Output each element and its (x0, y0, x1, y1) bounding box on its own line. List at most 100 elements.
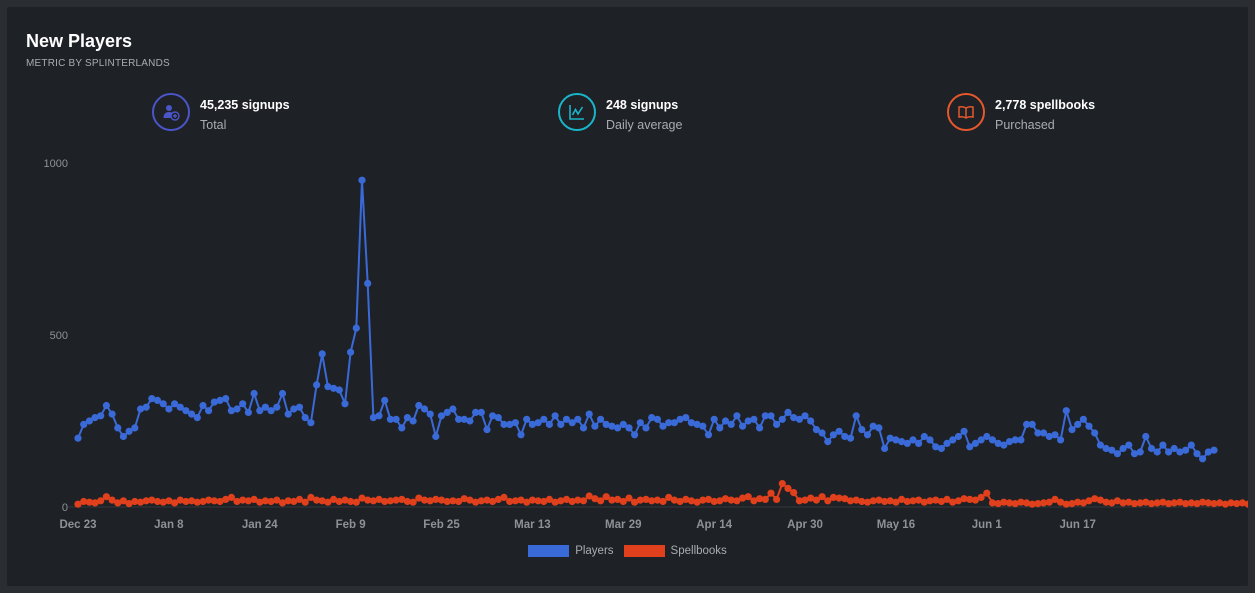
data-point-spellbooks (477, 497, 485, 505)
data-point-players (1079, 415, 1087, 423)
data-point-spellbooks (375, 495, 383, 503)
data-point-players (80, 420, 88, 428)
data-point-spellbooks (102, 493, 110, 501)
data-point-spellbooks (1125, 498, 1133, 506)
data-point-players (756, 424, 764, 432)
data-point-players (114, 424, 122, 432)
data-point-spellbooks (159, 498, 167, 506)
data-point-players (301, 414, 309, 422)
data-point-players (846, 434, 855, 442)
data-point-players (364, 279, 372, 287)
data-point-players (182, 407, 190, 415)
data-point-spellbooks (210, 497, 218, 505)
legend-item-players[interactable]: Players (528, 545, 614, 557)
data-point-players (1096, 441, 1104, 449)
data-point-spellbooks (1085, 497, 1093, 505)
x-tick-label: Mar 13 (514, 519, 550, 531)
data-point-spellbooks (1233, 500, 1241, 508)
data-point-players (483, 426, 491, 434)
data-point-spellbooks (171, 499, 179, 507)
data-point-spellbooks (540, 497, 548, 506)
data-point-spellbooks (313, 496, 321, 504)
data-point-spellbooks (841, 495, 849, 503)
data-point-players (699, 422, 707, 430)
data-point-spellbooks (85, 498, 93, 506)
data-point-spellbooks (250, 495, 258, 503)
data-point-spellbooks (364, 496, 372, 504)
data-point-spellbooks (273, 496, 281, 504)
data-point-spellbooks (472, 498, 480, 506)
stat-label: Daily average (606, 118, 683, 132)
data-point-players (1011, 436, 1019, 444)
data-point-spellbooks (386, 497, 394, 505)
y-tick-label: 1000 (44, 158, 68, 170)
chart-legend: Players Spellbooks (7, 545, 1248, 557)
data-point-spellbooks (932, 496, 940, 504)
data-point-players (886, 434, 894, 442)
data-point-spellbooks (244, 497, 252, 505)
data-point-spellbooks (653, 496, 662, 504)
data-point-spellbooks (1142, 498, 1150, 506)
data-point-players (449, 405, 457, 413)
data-point-spellbooks (687, 497, 696, 505)
data-point-spellbooks (256, 498, 264, 506)
data-point-players (142, 403, 150, 411)
data-point-spellbooks (591, 495, 599, 503)
data-point-spellbooks (971, 496, 980, 504)
data-point-players (704, 431, 713, 439)
data-point-players (199, 401, 207, 410)
data-point-players (608, 422, 616, 430)
data-point-players (466, 417, 474, 425)
data-point-spellbooks (858, 497, 866, 506)
data-point-spellbooks (784, 484, 792, 492)
data-point-spellbooks (381, 497, 389, 506)
data-point-spellbooks (358, 494, 366, 502)
data-point-players (489, 412, 497, 420)
data-point-players (1017, 436, 1025, 444)
data-point-players (710, 415, 718, 423)
data-point-players (960, 427, 968, 435)
x-tick-label: May 16 (877, 519, 915, 531)
data-point-players (716, 424, 724, 432)
data-point-spellbooks (597, 497, 605, 505)
data-point-spellbooks (1068, 500, 1076, 508)
data-point-players (1187, 441, 1195, 449)
data-point-players (739, 422, 747, 430)
data-point-spellbooks (1062, 500, 1070, 508)
data-point-spellbooks (398, 495, 406, 503)
data-point-players (506, 420, 514, 428)
data-point-spellbooks (966, 495, 974, 503)
legend-item-spellbooks[interactable]: Spellbooks (623, 545, 727, 557)
data-point-players (875, 424, 883, 432)
data-point-spellbooks (756, 495, 764, 503)
x-tick-label: Jan 24 (242, 519, 278, 531)
data-point-players (1045, 432, 1053, 441)
data-point-spellbooks (1057, 498, 1065, 506)
data-point-spellbooks (773, 495, 781, 503)
data-point-players (352, 324, 360, 332)
data-point-players (74, 434, 82, 442)
data-point-spellbooks (108, 496, 116, 504)
data-point-spellbooks (937, 497, 946, 506)
data-point-players (852, 412, 860, 420)
data-point-players (91, 414, 99, 422)
data-point-players (205, 407, 213, 415)
data-point-players (1136, 448, 1144, 456)
data-point-spellbooks (511, 497, 519, 505)
data-point-players (335, 386, 343, 394)
data-point-players (477, 408, 485, 416)
data-point-players (687, 419, 696, 427)
data-point-players (841, 432, 849, 441)
data-point-spellbooks (528, 496, 537, 504)
data-point-spellbooks (1091, 495, 1099, 503)
data-point-players (1113, 450, 1121, 458)
data-point-players (500, 420, 508, 428)
data-point-players (898, 438, 906, 446)
data-point-spellbooks (920, 498, 928, 506)
data-point-players (562, 415, 571, 423)
data-point-spellbooks (915, 496, 923, 504)
data-point-spellbooks (1005, 499, 1014, 507)
data-point-players (954, 432, 963, 441)
data-point-players (892, 436, 900, 444)
data-point-players (1000, 441, 1008, 449)
